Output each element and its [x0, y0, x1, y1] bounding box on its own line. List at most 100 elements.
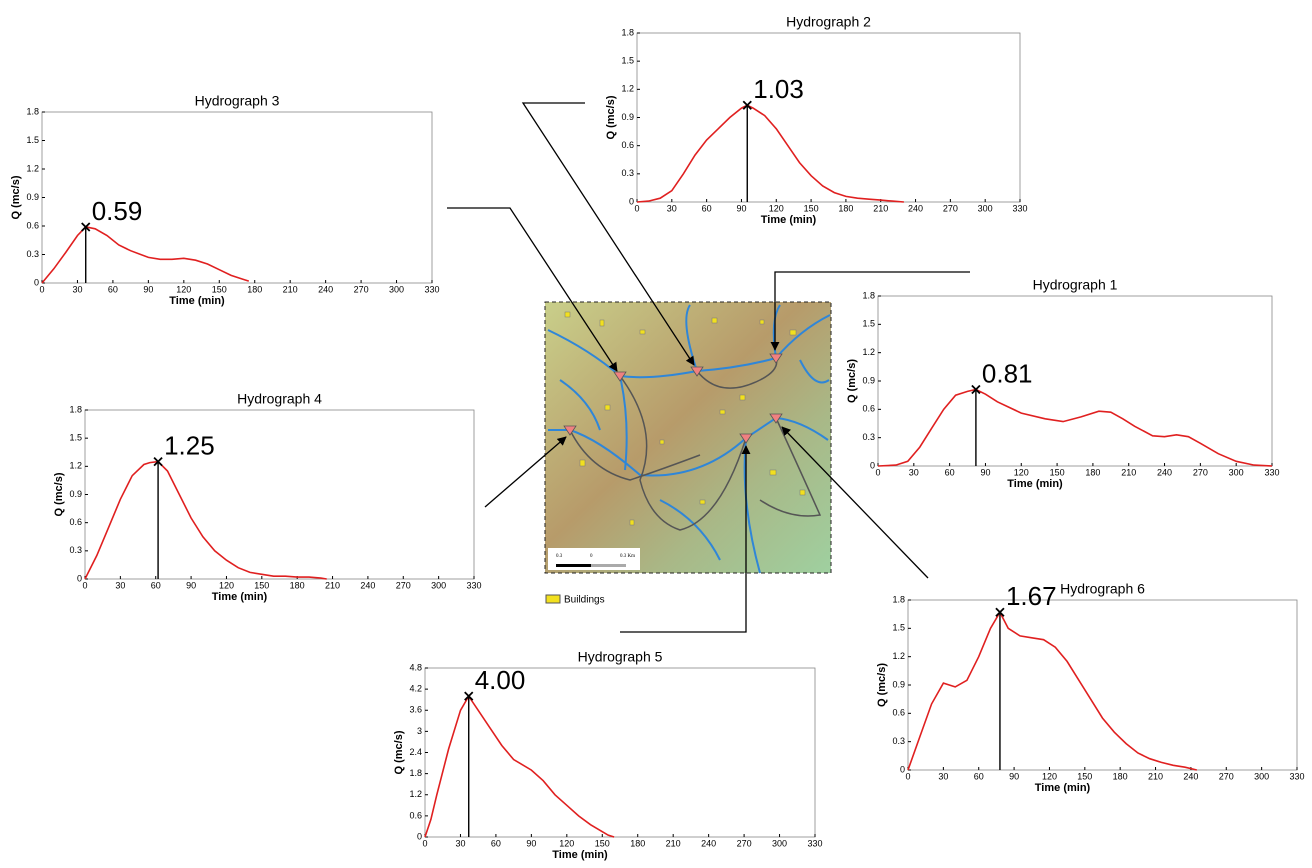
y-tick-label: 0: [629, 196, 634, 206]
legend-swatch: [546, 595, 560, 603]
x-tick-label: 270: [354, 284, 369, 294]
plot-frame: [908, 600, 1297, 770]
peak-label: 1.67: [1006, 581, 1057, 611]
scale-label: 0.3: [556, 554, 563, 559]
chart-title: Hydrograph 1: [1033, 277, 1118, 293]
x-tick-label: 90: [1009, 771, 1019, 781]
y-axis-label: Q (mc/s): [393, 730, 405, 774]
x-tick-label: 210: [325, 580, 340, 590]
x-tick-label: 210: [873, 203, 888, 213]
y-tick-label: 0: [870, 460, 875, 470]
legend-label: Buildings: [564, 595, 605, 606]
plot-frame: [878, 296, 1272, 466]
x-tick-label: 270: [737, 838, 752, 848]
x-tick-label: 150: [1077, 771, 1092, 781]
x-tick-label: 210: [1148, 771, 1163, 781]
plot-frame: [637, 33, 1020, 202]
x-tick-label: 120: [1014, 467, 1029, 477]
x-tick-label: 120: [176, 284, 191, 294]
y-tick-label: 0: [900, 764, 905, 774]
x-tick-label: 120: [1042, 771, 1057, 781]
x-tick-label: 270: [943, 203, 958, 213]
x-tick-label: 150: [254, 580, 269, 590]
x-tick-label: 180: [1113, 771, 1128, 781]
y-tick-label: 1.8: [409, 768, 422, 778]
x-tick-label: 120: [219, 580, 234, 590]
y-tick-label: 1.8: [862, 290, 875, 300]
y-tick-label: 1.2: [26, 163, 39, 173]
figure: 0.3 0 0.3 Km Buildings Hydrograph 103060…: [0, 0, 1312, 863]
y-tick-label: 1.2: [621, 84, 634, 94]
y-tick-label: 1.5: [26, 135, 39, 145]
y-tick-label: 1.2: [69, 461, 82, 471]
x-tick-label: 150: [212, 284, 227, 294]
y-tick-label: 0.6: [621, 140, 634, 150]
x-axis-label: Time (min): [552, 849, 608, 861]
x-tick-label: 60: [945, 467, 955, 477]
x-tick-label: 180: [290, 580, 305, 590]
x-tick-label: 180: [838, 203, 853, 213]
x-tick-label: 240: [701, 838, 716, 848]
y-tick-label: 3: [417, 726, 422, 736]
x-tick-label: 150: [1050, 467, 1065, 477]
x-tick-label: 210: [1121, 467, 1136, 477]
y-axis-label: Q (mc/s): [846, 359, 858, 403]
x-tick-label: 180: [1085, 467, 1100, 477]
x-tick-label: 0: [39, 284, 44, 294]
x-axis-label: Time (min): [212, 591, 268, 603]
hydrograph-chart: Hydrograph 40306090120150180210240270300…: [53, 391, 482, 603]
x-tick-label: 300: [1229, 467, 1244, 477]
x-tick-label: 60: [702, 203, 712, 213]
x-tick-label: 90: [186, 580, 196, 590]
plot-frame: [85, 410, 474, 579]
y-tick-label: 0.9: [862, 375, 875, 385]
y-tick-label: 0.9: [26, 192, 39, 202]
y-tick-label: 1.5: [862, 319, 875, 329]
x-tick-label: 240: [908, 203, 923, 213]
x-tick-label: 90: [143, 284, 153, 294]
x-tick-label: 60: [151, 580, 161, 590]
x-tick-label: 0: [422, 838, 427, 848]
x-tick-label: 60: [491, 838, 501, 848]
chart-title: Hydrograph 4: [237, 391, 322, 407]
x-tick-label: 30: [115, 580, 125, 590]
x-tick-label: 210: [666, 838, 681, 848]
peak-label: 0.81: [982, 358, 1033, 388]
x-tick-label: 120: [559, 838, 574, 848]
y-tick-label: 0: [77, 573, 82, 583]
x-tick-label: 0: [875, 467, 880, 477]
x-tick-label: 60: [974, 771, 984, 781]
x-tick-label: 300: [978, 203, 993, 213]
chart-title: Hydrograph 6: [1060, 581, 1145, 597]
x-tick-label: 90: [736, 203, 746, 213]
x-tick-label: 270: [1193, 467, 1208, 477]
x-tick-label: 330: [466, 580, 481, 590]
x-tick-label: 60: [108, 284, 118, 294]
y-tick-label: 1.5: [69, 433, 82, 443]
x-tick-label: 180: [247, 284, 262, 294]
x-tick-label: 30: [938, 771, 948, 781]
y-tick-label: 0.6: [26, 220, 39, 230]
x-tick-label: 150: [804, 203, 819, 213]
x-tick-label: 30: [909, 467, 919, 477]
x-tick-label: 300: [1254, 771, 1269, 781]
x-tick-label: 240: [1157, 467, 1172, 477]
x-tick-label: 210: [283, 284, 298, 294]
x-tick-label: 90: [526, 838, 536, 848]
y-tick-label: 4.2: [409, 684, 422, 694]
x-tick-label: 150: [595, 838, 610, 848]
x-tick-label: 0: [905, 771, 910, 781]
x-tick-label: 30: [72, 284, 82, 294]
x-tick-label: 240: [1183, 771, 1198, 781]
y-tick-label: 0: [417, 831, 422, 841]
y-tick-label: 0.9: [69, 489, 82, 499]
x-axis-label: Time (min): [1035, 782, 1091, 794]
x-tick-label: 300: [431, 580, 446, 590]
peak-label: 1.25: [164, 431, 215, 461]
peak-label: 1.03: [753, 74, 804, 104]
y-tick-label: 1.8: [621, 27, 634, 37]
x-tick-label: 300: [772, 838, 787, 848]
y-tick-label: 0.3: [26, 249, 39, 259]
